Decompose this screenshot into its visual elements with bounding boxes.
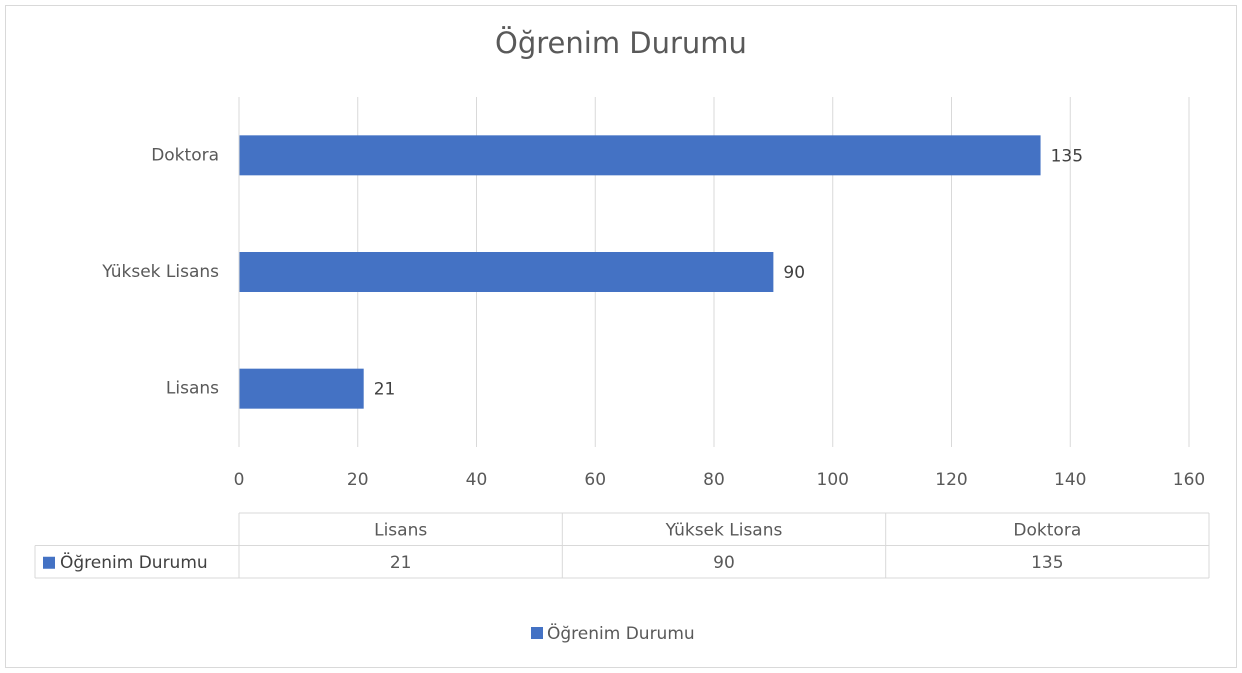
x-tick-label: 100 <box>817 470 849 490</box>
table-cell: 135 <box>1031 553 1063 573</box>
x-tick-label: 120 <box>935 470 967 490</box>
legend-label: Öğrenim Durumu <box>547 622 695 644</box>
bar <box>239 252 774 292</box>
x-tick-label: 0 <box>234 470 245 490</box>
table-header: Doktora <box>1013 520 1081 540</box>
x-tick-label: 60 <box>584 470 606 490</box>
bar <box>239 368 364 409</box>
y-tick-label: Lisans <box>166 379 219 399</box>
table-row-label: Öğrenim Durumu <box>60 551 208 573</box>
table-header: Lisans <box>374 520 427 540</box>
legend-key <box>531 627 543 639</box>
table-cell: 90 <box>713 553 735 573</box>
x-tick-label: 20 <box>347 470 369 490</box>
x-tick-label: 140 <box>1054 470 1086 490</box>
data-label: 21 <box>374 380 396 400</box>
data-label: 135 <box>1051 146 1083 166</box>
bar <box>239 135 1041 176</box>
chart-title: Öğrenim Durumu <box>495 26 747 60</box>
data-label: 90 <box>783 263 805 283</box>
x-tick-label: 40 <box>466 470 488 490</box>
x-tick-label: 80 <box>703 470 725 490</box>
table-cell: 21 <box>390 553 412 573</box>
x-tick-label: 160 <box>1173 470 1205 490</box>
y-tick-label: Doktora <box>151 145 219 165</box>
chart-border <box>5 5 1237 668</box>
table-header: Yüksek Lisans <box>665 520 783 540</box>
table-legend-key <box>43 556 55 569</box>
y-tick-label: Yüksek Lisans <box>101 262 219 282</box>
